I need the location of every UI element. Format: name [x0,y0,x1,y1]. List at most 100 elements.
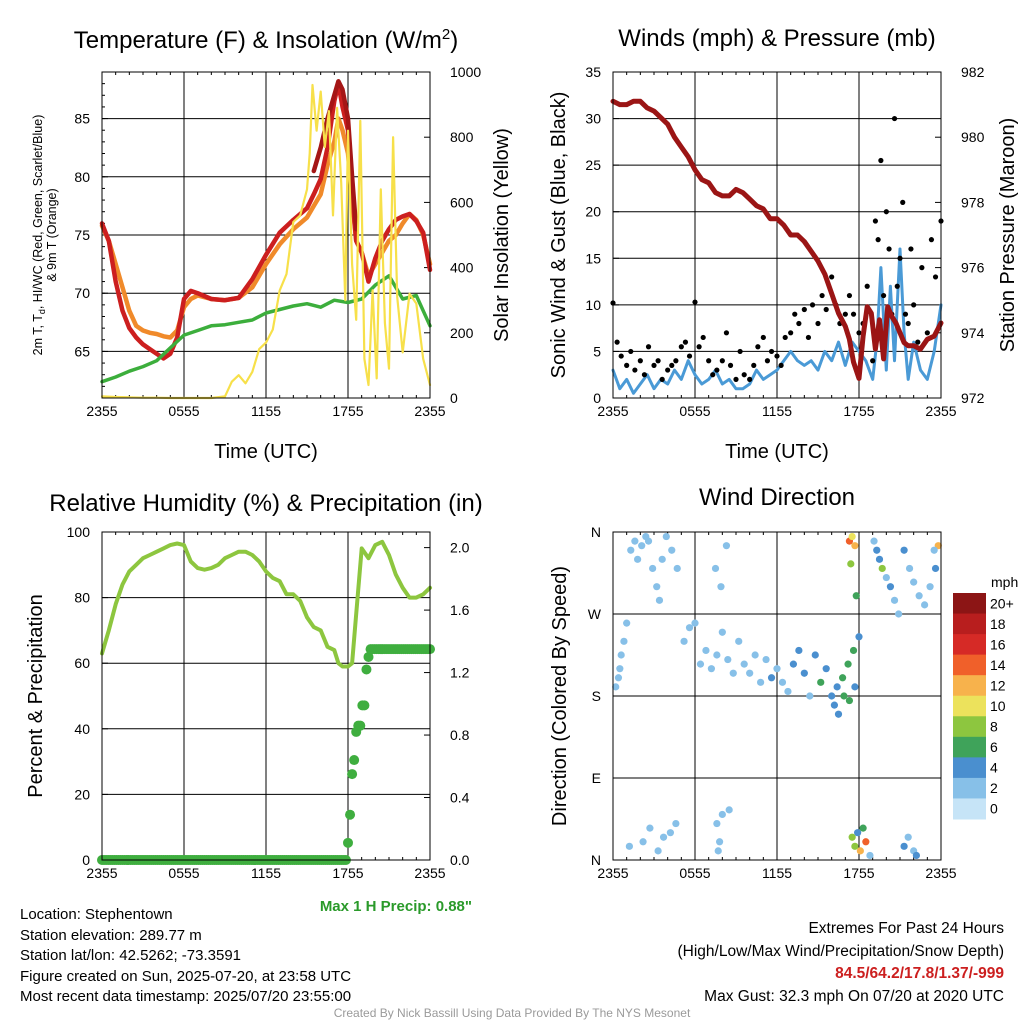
direction-point [614,674,623,682]
gust-point [614,339,620,345]
x-tick-label: 1755 [332,865,363,881]
direction-point [646,824,654,832]
precip-point [347,769,358,780]
gust-point [719,358,725,364]
direction-point [840,692,848,700]
extremes-info: Extremes For Past 24 Hours (High/Low/Max… [678,918,1005,1008]
y-tick-label: 0 [593,390,601,406]
gust-point [788,330,794,336]
direction-point [773,665,781,673]
legend-label: 20+ [990,595,1014,611]
gust-point [706,358,712,364]
series-wind-line [611,247,943,395]
legend-swatch [953,757,986,779]
gust-point [710,372,716,378]
max-precip-annotation: Max 1 H Precip: 0.88" [320,898,472,915]
direction-point [828,692,836,700]
direction-point [784,687,792,696]
gust-point [747,376,753,382]
gust-point [665,367,671,373]
gust-point [850,311,857,317]
x-tick-label: 0555 [168,865,199,881]
direction-point [718,810,726,819]
gust-point [768,348,775,355]
direction-point [856,847,864,855]
gust-point [723,330,730,336]
direction-point [878,564,886,573]
y-axis-label-line2: & 9m T (Orange) [45,188,59,281]
y-tick-label: S [592,688,601,704]
gust-point [897,255,903,261]
chart-title: Wind Direction [699,484,855,511]
x-tick-label: 1155 [762,403,792,419]
gust-point [778,362,784,368]
legend-label: 6 [990,739,998,755]
gust-point [932,274,939,280]
x-tick-label: 2355 [597,865,628,881]
gust-point [645,344,652,350]
direction-point [886,583,895,591]
x-tick-label: 1155 [251,403,281,419]
direction-point [638,542,646,550]
precip-point [343,837,353,848]
gust-point [846,292,853,299]
y-tick-label: W [588,606,602,622]
direction-point [852,592,860,600]
direction-point [789,660,798,668]
direction-point [617,651,625,659]
direction-point [713,651,721,659]
direction-point [724,655,732,664]
gust-point [624,362,630,368]
gust-point [928,237,935,243]
y2-tick-label: 600 [450,194,474,210]
credit-line: Created By Nick Bassill Using Data Provi… [333,1006,691,1020]
station-info: Location: Stephentown Station elevation:… [20,905,351,1008]
y-tick-label: 25 [585,157,601,173]
gust-point [856,330,862,336]
direction-point [762,655,770,664]
direction-point [655,596,664,604]
y2-tick-label: 800 [450,129,474,145]
direction-point [616,665,624,673]
gust-point [755,344,761,350]
direction-point [882,573,890,582]
y-axis-label: Sonic Wind & Gust (Blue, Black) [548,92,570,379]
gust-point [669,362,675,368]
y-tick-label: 85 [74,111,90,127]
direction-point [634,555,642,563]
x-axis-label: Time (UTC) [214,441,318,463]
y2-tick-label: 972 [961,390,985,406]
y-tick-label: N [591,852,601,868]
direction-point [844,660,852,668]
direction-point [685,624,694,632]
precip-point [359,700,370,711]
gust-point [659,376,665,382]
gust-point [641,372,648,378]
gust-point [805,334,812,341]
series-rh-line [100,539,432,669]
direction-point [895,610,903,618]
direction-point [718,628,726,636]
plot-border [101,531,431,861]
chart-title: Winds (mph) & Pressure (mb) [618,25,935,52]
legend-label: 12 [990,677,1006,693]
x-tick-label: 2355 [414,403,445,419]
direction-point [740,660,748,668]
y-tick-label: 80 [74,169,90,185]
direction-point [702,646,710,655]
precip-point [355,720,366,731]
direction-point [930,546,938,554]
gust-point [782,334,788,341]
gust-point [751,362,757,368]
panel-winds: 2355 0555 1155 1755 235505101520253035972974… [548,25,1019,463]
x-tick-label: 1155 [251,865,281,881]
y-tick-label: 30 [585,111,601,127]
gust-point [637,358,643,364]
direction-point [862,838,870,846]
x-tick-label: 2355 [414,865,445,881]
gust-point [774,353,780,359]
y2-tick-label: 0.4 [450,790,470,806]
y-tick-label: 20 [585,204,601,220]
y2-tick-label: 200 [450,325,474,341]
